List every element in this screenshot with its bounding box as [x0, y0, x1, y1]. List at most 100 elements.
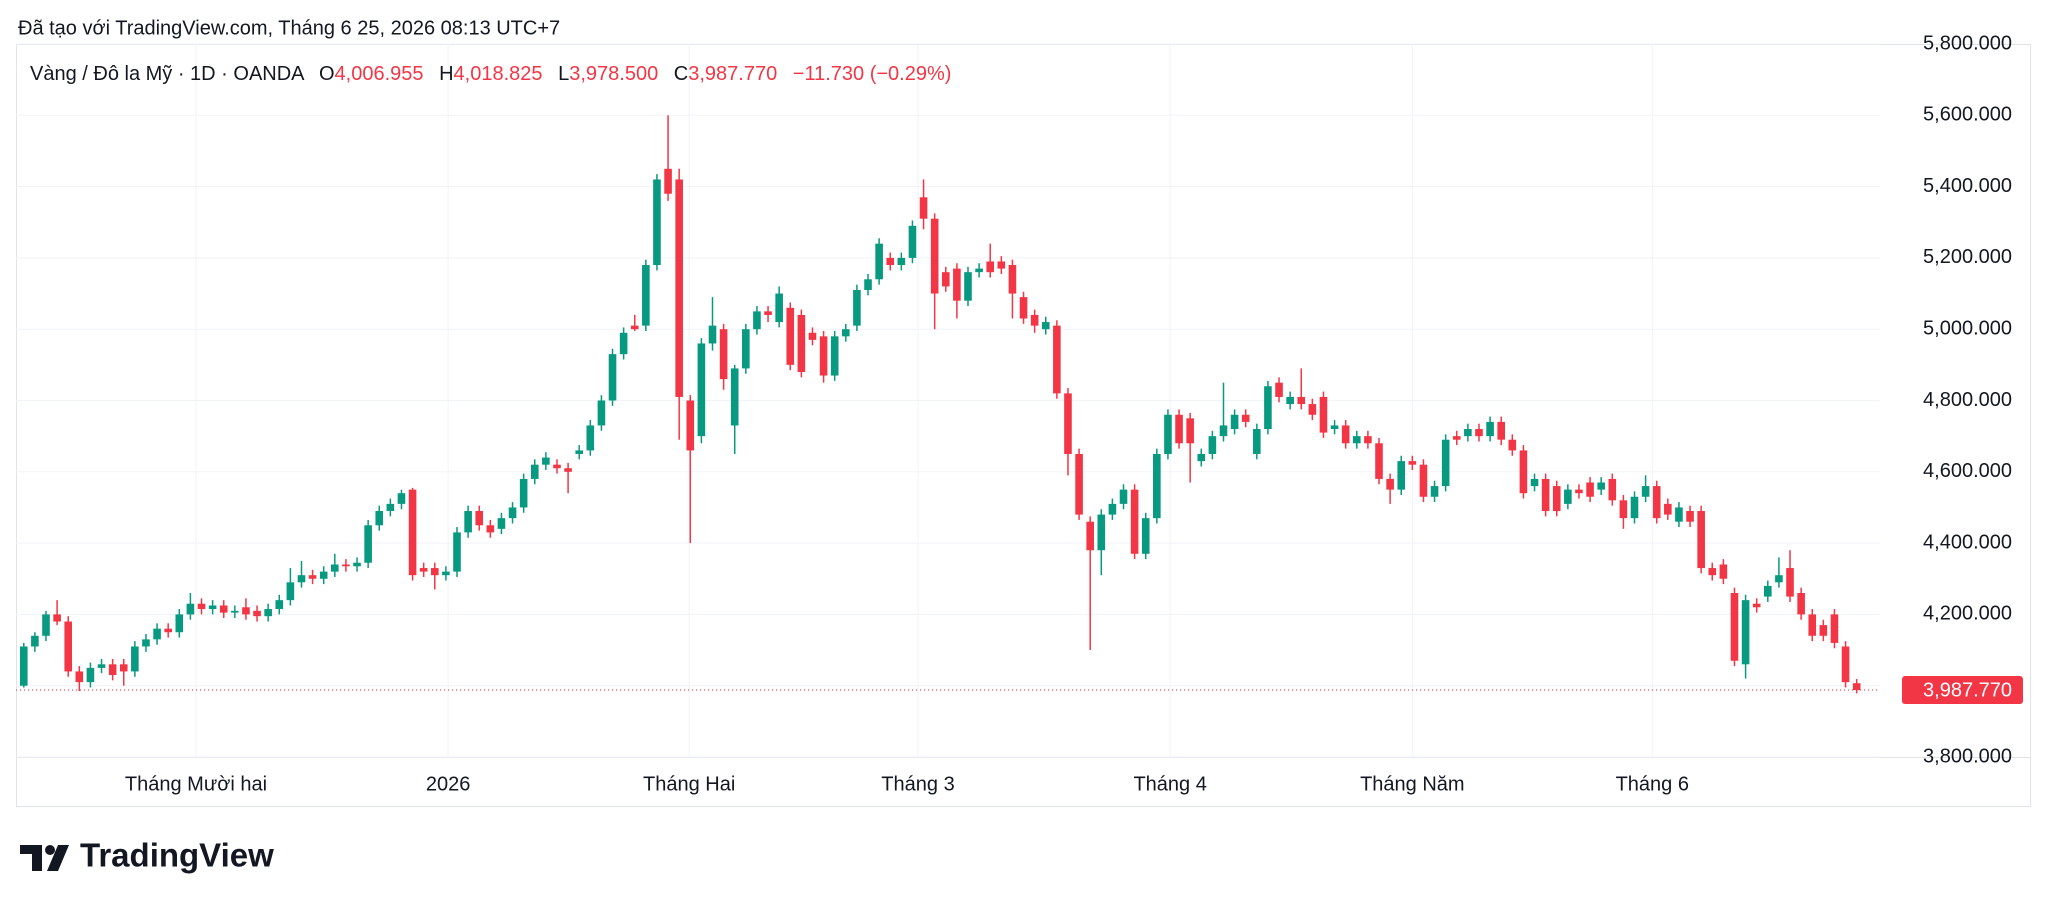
candle-body: [464, 511, 472, 533]
candle-body: [197, 603, 206, 610]
candle-body: [1619, 500, 1628, 519]
candle-body: [1319, 396, 1328, 433]
candle-body: [486, 525, 495, 533]
candle-body: [575, 450, 583, 454]
candle-body: [1541, 478, 1550, 512]
legend-key: H: [439, 63, 453, 85]
legend-value: 4,018.825: [454, 63, 543, 85]
candle-body: [1675, 507, 1683, 522]
candle-body: [1097, 514, 1106, 551]
candle-body: [1664, 503, 1672, 515]
candle-body: [308, 575, 317, 579]
y-tick-label: 4,600.000: [1923, 460, 2012, 482]
candle-body: [1153, 453, 1161, 519]
candle-body: [1397, 461, 1406, 490]
candle-body: [975, 268, 983, 273]
logo-mark: [47, 845, 69, 871]
x-tick-label: Tháng Hai: [643, 773, 735, 795]
candle-body: [1597, 482, 1605, 490]
candle-body: [1586, 482, 1594, 497]
candle-body: [853, 289, 861, 326]
candle-body: [564, 468, 572, 472]
candle-body: [1341, 425, 1350, 444]
candle-body: [1719, 564, 1728, 579]
legend-key: C: [674, 63, 688, 85]
x-tick-label: Tháng 4: [1133, 773, 1206, 795]
candle-body: [1375, 443, 1383, 479]
candle-body: [642, 265, 650, 326]
candle-body: [442, 571, 450, 576]
candles: [16, 115, 1880, 694]
candle-body: [1786, 568, 1794, 597]
legend-key: L: [558, 63, 569, 85]
candle-body: [1552, 486, 1561, 512]
grid: [16, 43, 1880, 758]
candle-body: [819, 336, 828, 376]
candle-body: [830, 336, 839, 376]
candle-body: [297, 575, 306, 583]
candle-body: [1452, 436, 1461, 440]
candle-body: [530, 464, 539, 479]
candle-body: [1430, 486, 1439, 497]
candle-body: [897, 257, 906, 266]
candle-body: [275, 600, 284, 610]
brand-name: TradingView: [80, 837, 274, 874]
candle-body: [1030, 314, 1039, 326]
candle-body: [397, 493, 406, 504]
candle-body: [1819, 625, 1828, 636]
candle-body: [331, 564, 339, 572]
candle-body: [1297, 396, 1306, 405]
candle-body: [941, 272, 950, 287]
y-tick-label: 4,200.000: [1923, 603, 2012, 625]
candle-body: [86, 667, 95, 683]
candle-body: [1053, 325, 1061, 394]
legend: Vàng / Đô la Mỹ · 1D · OANDA O4,006.955 …: [30, 63, 951, 85]
candle-body: [930, 218, 939, 294]
candle-body: [1841, 646, 1850, 683]
candle-body: [42, 614, 50, 636]
candle-body: [19, 646, 28, 686]
candle-body: [786, 307, 795, 365]
candle-body: [364, 525, 372, 563]
y-tick-label: 5,400.000: [1923, 175, 2012, 197]
candle-body: [253, 610, 261, 617]
candle-body: [1408, 461, 1417, 465]
chart-title: Đã tạo với TradingView.com, Tháng 6 25, …: [18, 17, 560, 39]
candle-body: [1230, 414, 1239, 430]
last-price-label: 3,987.770: [1923, 679, 2012, 701]
candle-body: [808, 332, 817, 340]
candle-body: [775, 293, 783, 323]
candle-body: [1730, 593, 1739, 661]
candle-body: [1575, 489, 1583, 494]
candle-body: [342, 564, 350, 567]
candle-body: [497, 518, 506, 529]
candle-body: [919, 197, 928, 219]
candle-body: [1241, 414, 1250, 422]
candle-body: [608, 354, 617, 401]
candle-body: [119, 664, 128, 672]
candle-body: [75, 671, 84, 683]
candle-body: [1175, 414, 1183, 444]
candle-body: [264, 609, 272, 617]
y-tick-label: 5,600.000: [1923, 104, 2012, 126]
candle-body: [1764, 585, 1772, 597]
candle-body: [142, 639, 150, 647]
candle-body: [686, 400, 695, 451]
candle-body: [1219, 425, 1228, 437]
candle-body: [1808, 614, 1817, 636]
candle-body: [175, 614, 184, 633]
candle-body: [131, 646, 139, 672]
candle-body: [1086, 521, 1094, 551]
last-price-tag: [1902, 676, 2023, 705]
candle-body: [542, 457, 550, 465]
x-tick-label: Tháng Năm: [1360, 773, 1465, 795]
legend-value: 3,978.500: [569, 63, 658, 85]
y-tick-label: 4,800.000: [1923, 389, 2012, 411]
candle-body: [697, 343, 706, 437]
candle-body: [1286, 396, 1294, 405]
candle-body: [153, 628, 161, 640]
candle-body: [1019, 297, 1028, 319]
candle-body: [753, 311, 761, 330]
candle-body: [1464, 429, 1472, 437]
legend-value: 4,006.955: [335, 63, 424, 85]
